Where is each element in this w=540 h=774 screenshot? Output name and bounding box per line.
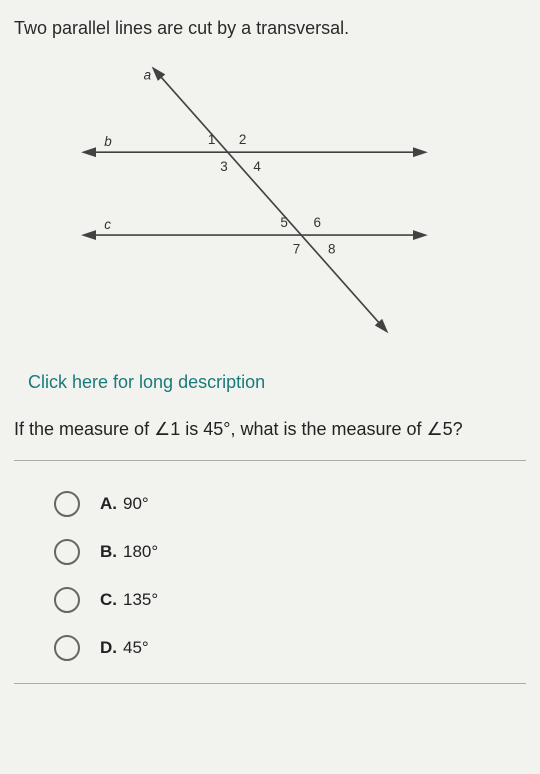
radio-icon — [54, 635, 80, 661]
option-a-label: A. 90° — [100, 494, 149, 514]
long-description-link[interactable]: Click here for long description — [28, 372, 526, 393]
option-a[interactable]: A. 90° — [54, 491, 526, 517]
angle-2-label: 2 — [239, 132, 246, 147]
angle-6-label: 6 — [314, 215, 321, 230]
option-c-letter: C. — [100, 590, 117, 609]
options-group: A. 90° B. 180° C. 135° D. 45° — [14, 491, 526, 661]
radio-icon — [54, 587, 80, 613]
section-divider — [14, 460, 526, 461]
line-c-label: c — [104, 217, 111, 232]
option-c[interactable]: C. 135° — [54, 587, 526, 613]
option-a-text: 90° — [123, 494, 149, 513]
angle-7-label: 7 — [293, 242, 300, 257]
radio-icon — [54, 491, 80, 517]
option-d-label: D. 45° — [100, 638, 149, 658]
angle-8-label: 8 — [328, 242, 335, 257]
option-c-text: 135° — [123, 590, 158, 609]
line-a-label: a — [144, 68, 152, 83]
option-c-label: C. 135° — [100, 590, 158, 610]
angle-3-label: 3 — [220, 159, 227, 174]
option-a-letter: A. — [100, 494, 117, 513]
question-title: Two parallel lines are cut by a transver… — [14, 18, 526, 39]
option-b-label: B. 180° — [100, 542, 158, 562]
option-d-letter: D. — [100, 638, 117, 657]
sub-question-text: If the measure of ∠1 is 45°, what is the… — [14, 417, 526, 442]
option-b-text: 180° — [123, 542, 158, 561]
transversal-diagram: b c a 1 2 3 4 5 6 7 8 — [14, 59, 526, 349]
angle-4-label: 4 — [253, 159, 261, 174]
option-d-text: 45° — [123, 638, 149, 657]
line-a — [156, 71, 384, 328]
bottom-divider — [14, 683, 526, 684]
angle-1-label: 1 — [208, 132, 215, 147]
option-b-letter: B. — [100, 542, 117, 561]
line-b-label: b — [104, 134, 112, 149]
angle-5-label: 5 — [280, 215, 287, 230]
radio-icon — [54, 539, 80, 565]
option-b[interactable]: B. 180° — [54, 539, 526, 565]
option-d[interactable]: D. 45° — [54, 635, 526, 661]
